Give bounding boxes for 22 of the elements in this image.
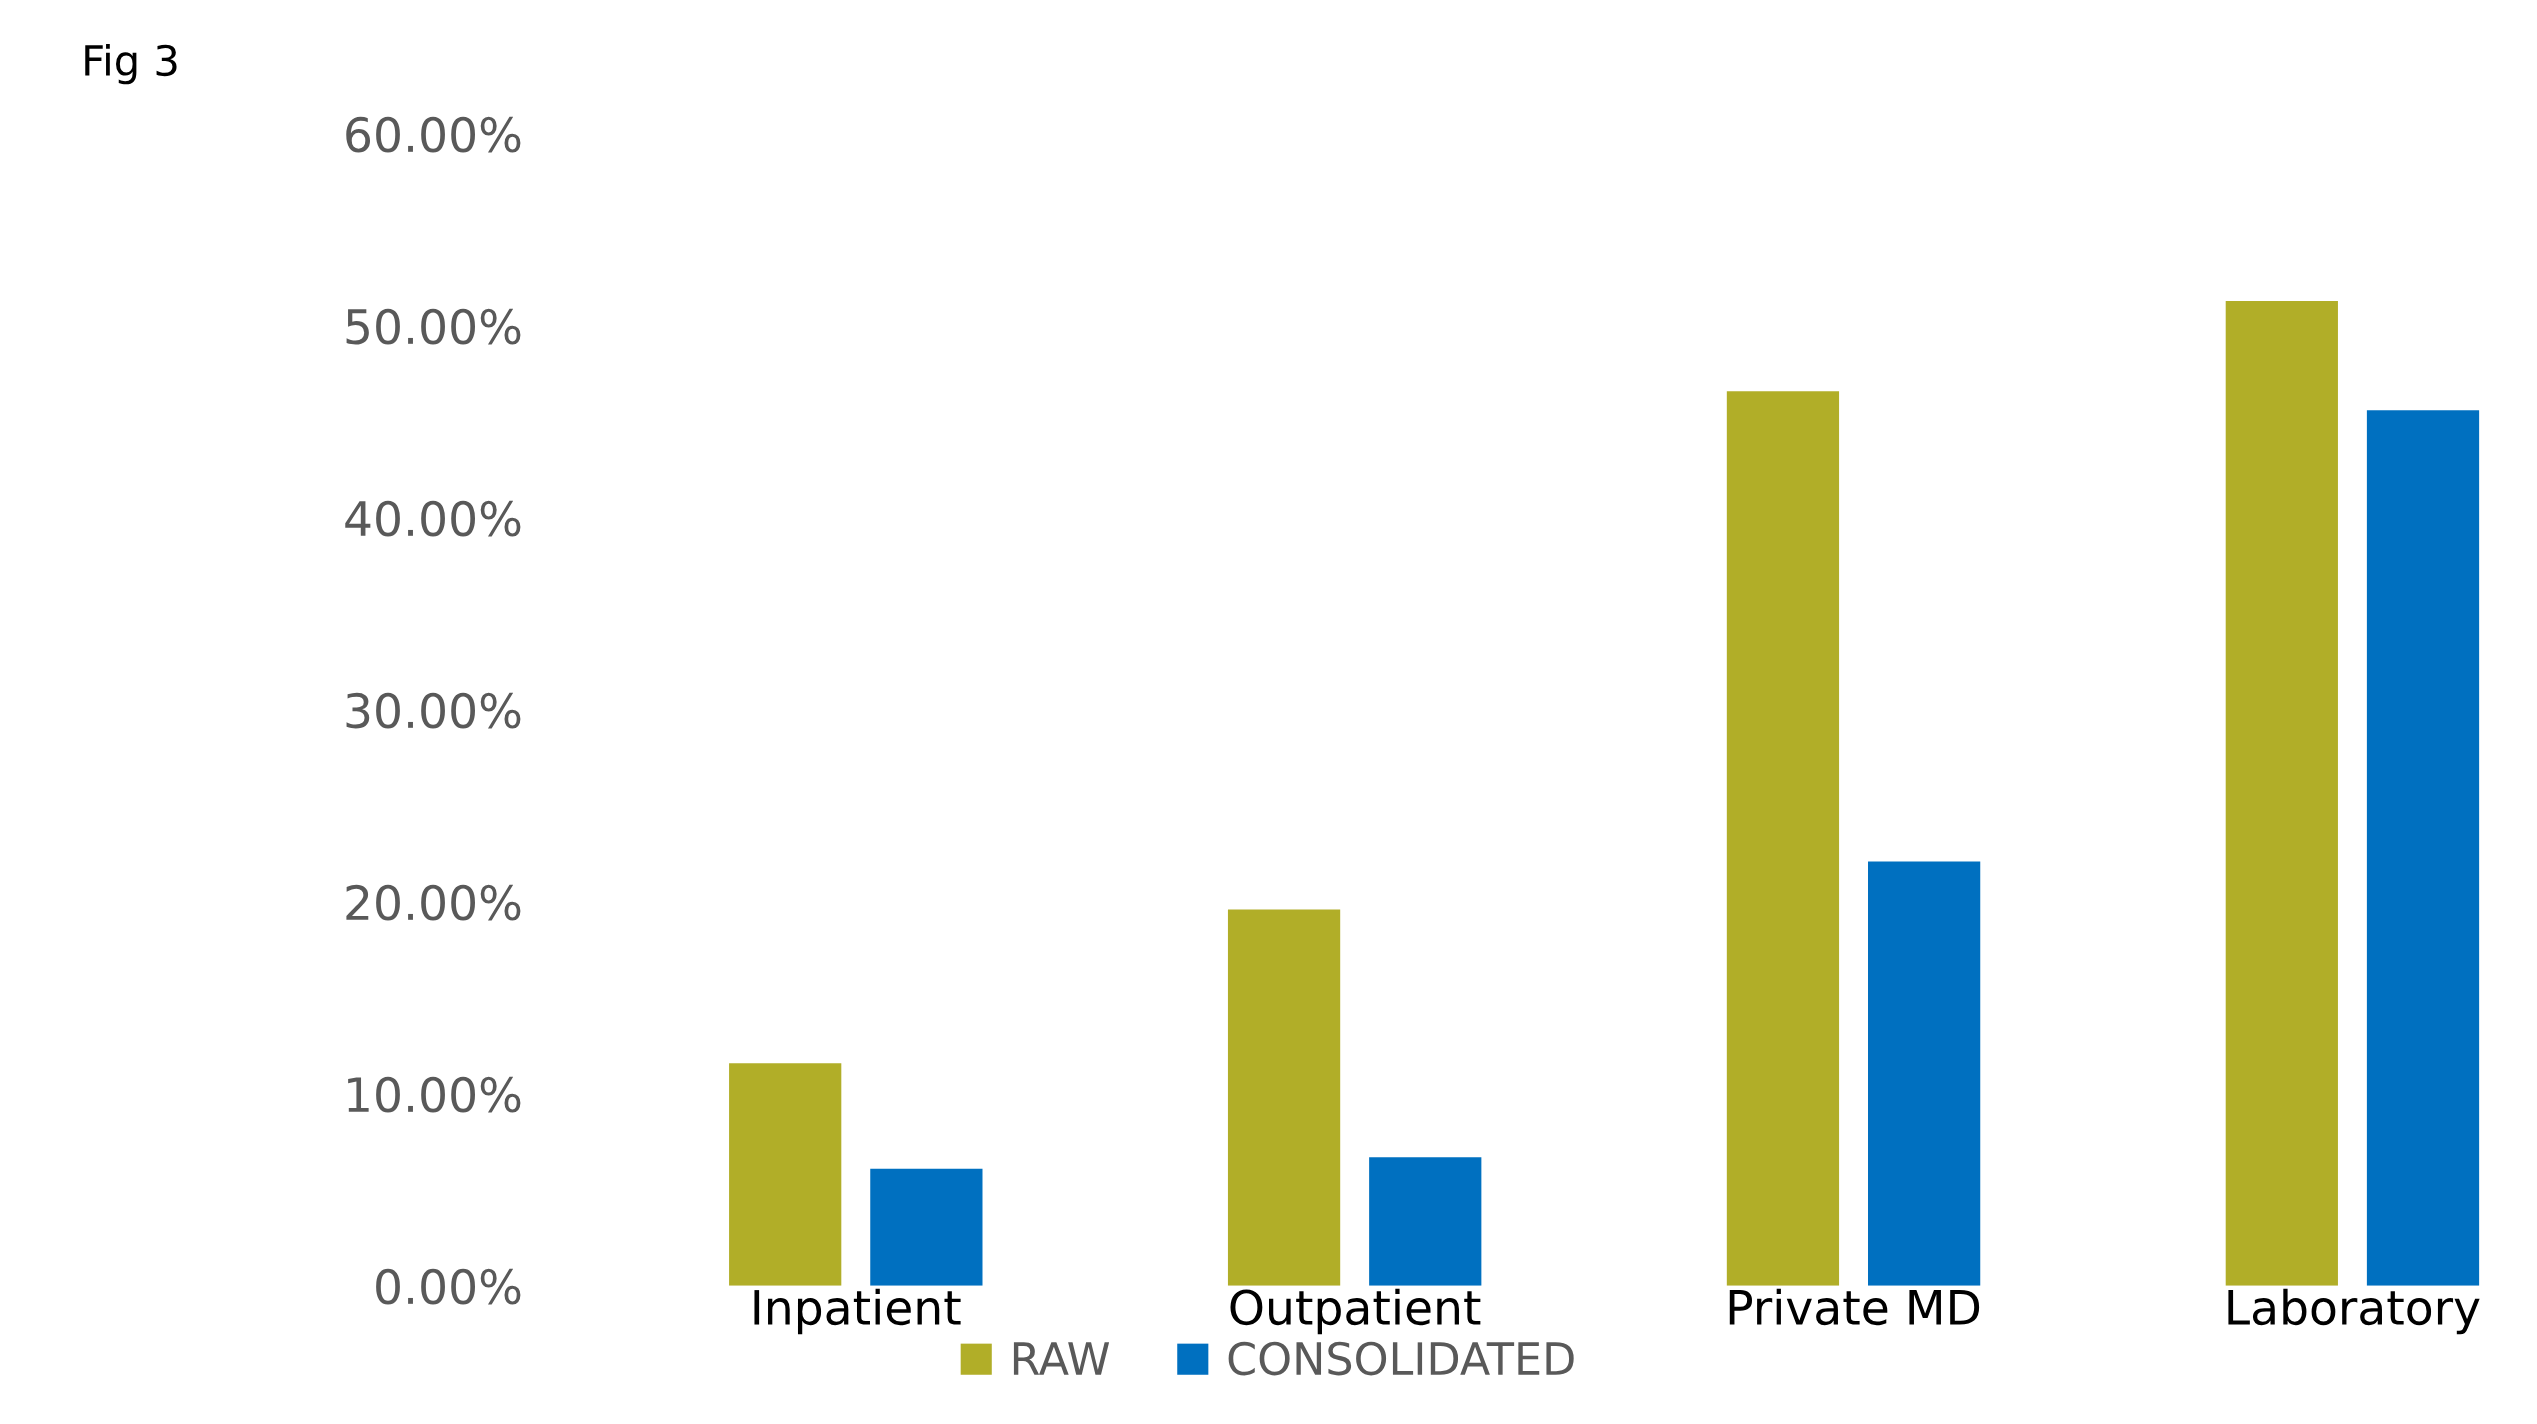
y-tick-label: 20.00% — [346, 884, 521, 921]
legend-label: RAW — [1013, 1342, 1110, 1375]
y-tick-label: 30.00% — [346, 692, 521, 729]
y-tick-label: 50.00% — [346, 308, 521, 345]
y-tick-label: 0.00% — [376, 1268, 521, 1305]
bar — [1868, 861, 1981, 1286]
y-tick-label: 40.00% — [345, 500, 521, 537]
x-tick-label: Outpatient — [1230, 1288, 1481, 1335]
y-tick-label: 10.00% — [348, 1076, 521, 1113]
text: Fig 3 — [85, 43, 177, 85]
x-tick-label: Inpatient — [754, 1288, 961, 1335]
bar — [2225, 300, 2338, 1286]
bar — [729, 1063, 842, 1286]
bar — [1227, 909, 1341, 1286]
bar — [2366, 410, 2480, 1286]
legend-label: CONSOLIDATED — [1228, 1341, 1574, 1376]
bar — [1726, 391, 1840, 1286]
bar — [870, 1168, 983, 1286]
bar — [1369, 1157, 1482, 1286]
x-tick-label: Laboratory — [2228, 1288, 2480, 1335]
y-tick-label: 60.00% — [346, 116, 521, 153]
x-tick-label: Private MD — [1729, 1288, 1980, 1326]
